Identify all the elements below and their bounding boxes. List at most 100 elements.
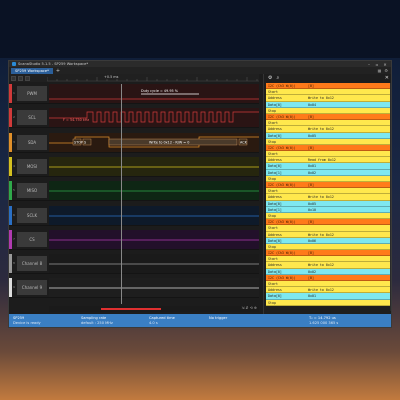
decoder-row[interactable]: Start: [266, 256, 390, 263]
channel-trace[interactable]: Duty cycle = 49.95 %: [49, 84, 259, 103]
panel-scrollbar[interactable]: [390, 83, 391, 311]
toolbar-button-3[interactable]: [25, 75, 30, 81]
decoder-row[interactable]: Start: [266, 89, 390, 96]
decoder-row-type: Address: [268, 127, 282, 132]
maximize-icon[interactable]: ▫: [375, 61, 379, 67]
tab-workspace[interactable]: SP259 Workspace*: [11, 68, 53, 74]
channel-trace[interactable]: [49, 205, 259, 225]
decoder-row[interactable]: I2C (Ch3 W(0)) [B]: [266, 274, 390, 281]
status-captured-value[interactable]: 4.0 s: [149, 321, 158, 325]
sda-ack-label: ACK: [240, 140, 248, 144]
channel-name-button[interactable]: CS: [17, 231, 47, 247]
channel-number: 8: [13, 261, 15, 266]
decoder-row[interactable]: Stop: [266, 243, 390, 251]
decoder-row[interactable]: Data[0] 0x01: [266, 163, 390, 170]
decoder-row[interactable]: Data[0] 0x06: [266, 237, 390, 244]
decoder-row[interactable]: Data[0] 0x05: [266, 200, 390, 207]
channel-row: 2 SCL F = 54.750 kHz: [9, 108, 259, 129]
decoder-row[interactable]: Address Write to 0x12: [266, 262, 390, 269]
decoder-row[interactable]: Address Write to 0x12: [266, 126, 390, 133]
channel-trace[interactable]: [49, 254, 259, 274]
close-icon[interactable]: ✕: [383, 61, 387, 67]
decoder-row[interactable]: Start: [266, 120, 390, 127]
channel-name-button[interactable]: Channel 8: [17, 256, 47, 272]
gear-icon[interactable]: ⚙: [268, 75, 273, 81]
timeline-tools[interactable]: ⇲ ⇵ ⟲ ⊕: [241, 306, 257, 310]
status-sampling-label: Sampling rate: [81, 316, 107, 320]
decoder-row[interactable]: Data[0] 0x04: [266, 101, 390, 108]
timeline-selection[interactable]: [101, 308, 161, 310]
channel-trace[interactable]: [49, 278, 259, 298]
decoder-row[interactable]: I2C (Ch3 W(0)) [B]: [266, 250, 390, 257]
decoder-row-value: Write to 0x12: [308, 195, 334, 200]
decoder-row[interactable]: Start: [266, 281, 390, 288]
decoder-row-type: Address: [268, 263, 282, 268]
decoder-row[interactable]: Address Write to 0x12: [266, 95, 390, 102]
channel-color-bar: [9, 156, 12, 176]
sda-stop-label: STOP: [74, 140, 83, 144]
search-icon[interactable]: ⌕: [276, 75, 280, 81]
decoder-row[interactable]: Data[0] 0x02: [266, 268, 390, 275]
trace-background: [49, 278, 259, 298]
decoder-row[interactable]: I2C (Ch3 W(0)) [B]: [266, 144, 390, 152]
toolbar-button-1[interactable]: [11, 75, 16, 81]
decoder-row[interactable]: I2C (Ch3 W(0)) [B]: [266, 219, 390, 226]
channel-row: 6 SCLK: [9, 205, 259, 226]
channel-name-button[interactable]: SCL: [17, 110, 47, 126]
decoder-row[interactable]: Start: [266, 188, 390, 195]
minimize-icon[interactable]: –: [368, 61, 370, 67]
status-trigger[interactable]: No trigger: [209, 316, 228, 320]
decoder-row[interactable]: I2C (Ch3 W(0)) [B]: [266, 113, 390, 121]
decoder-row[interactable]: Stop: [266, 107, 390, 114]
channel-name-button[interactable]: MISO: [17, 183, 47, 199]
decoder-row[interactable]: Stop: [266, 138, 390, 145]
channel-name-button[interactable]: SDA: [17, 134, 47, 150]
decoder-row-type: Stop: [268, 108, 276, 113]
decoder-row[interactable]: Start: [266, 151, 390, 158]
time-cursor[interactable]: [121, 84, 122, 304]
channel-trace[interactable]: F = 54.750 kHz: [49, 108, 259, 128]
decoder-row[interactable]: Address Write to 0x12: [266, 194, 390, 201]
channel-color-bar: [9, 132, 12, 152]
decoder-row-type: Data[0]: [268, 269, 282, 274]
status-sampling-value[interactable]: default : 250 MHz: [81, 321, 113, 325]
toolbar-button-2[interactable]: [18, 75, 23, 81]
time-ruler[interactable]: +0.5 ms: [46, 74, 259, 82]
decoder-row[interactable]: Data[0] 0x01: [266, 293, 390, 300]
channel-name-button[interactable]: PWM: [17, 86, 47, 101]
decoder-row-value: [306, 89, 390, 94]
decoder-row[interactable]: I2C (Ch3 W(0)) [B]: [266, 83, 390, 90]
grid-icon[interactable]: ▦: [377, 68, 382, 73]
decoder-row[interactable]: Address Write to 0x12: [266, 287, 390, 294]
decoder-row[interactable]: Data[0] 0x05: [266, 132, 390, 139]
decoder-row[interactable]: Stop: [266, 299, 390, 306]
close-panel-icon[interactable]: ✕: [384, 75, 389, 81]
decoder-row[interactable]: Stop: [266, 175, 390, 182]
channel-trace[interactable]: [49, 156, 259, 176]
timeline-scrollbar[interactable]: ⇲ ⇵ ⟲ ⊕: [49, 306, 259, 312]
decoder-row[interactable]: I2C (Ch3 W(0)) [B]: [266, 182, 390, 189]
decoder-row-type: I2C (Ch3 W(0)): [268, 251, 296, 256]
decoder-row[interactable]: Stop: [266, 212, 390, 220]
channel-name-button[interactable]: SCLK: [17, 207, 47, 223]
decoder-row[interactable]: Address Read from 0x12: [266, 157, 390, 164]
desktop-background-top: [0, 0, 400, 58]
settings-icon[interactable]: ⚙: [384, 68, 388, 73]
decoder-row-type: I2C (Ch3 W(0)): [268, 114, 296, 119]
channel-color-bar: [9, 181, 12, 201]
scl-frequency-label: F = 54.750 kHz: [63, 118, 89, 122]
channel-name-button[interactable]: Channel 9: [17, 280, 47, 296]
decoder-row-value: Write to 0x12: [308, 232, 334, 237]
add-tab-button[interactable]: +: [55, 68, 61, 74]
decoder-row[interactable]: Data[1] 0x10: [266, 206, 390, 213]
title-bar: ScanaStudio 5.1.5 - SP259 Workspace* – ▫…: [9, 61, 391, 67]
channel-trace[interactable]: [49, 181, 259, 201]
channel-name-button[interactable]: MOSI: [17, 158, 47, 174]
channel-trace[interactable]: [49, 229, 259, 249]
trace-background: [49, 181, 259, 201]
decoder-row-value: [306, 151, 390, 156]
decoder-row[interactable]: Data[1] 0x02: [266, 169, 390, 176]
decoder-row[interactable]: Start: [266, 225, 390, 232]
decoder-row[interactable]: Address Write to 0x12: [266, 231, 390, 238]
channel-trace[interactable]: STOP S ACK Write to 0x12 - R/W = 0: [49, 132, 259, 152]
